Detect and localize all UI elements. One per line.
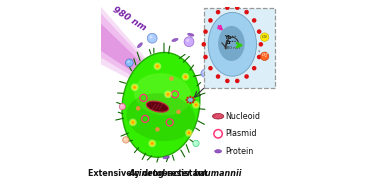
Circle shape xyxy=(260,33,269,41)
Circle shape xyxy=(192,101,194,103)
Ellipse shape xyxy=(172,38,178,42)
Ellipse shape xyxy=(212,113,224,119)
Circle shape xyxy=(124,138,126,140)
Ellipse shape xyxy=(137,43,143,48)
Ellipse shape xyxy=(163,156,169,159)
Ellipse shape xyxy=(208,12,256,76)
Circle shape xyxy=(194,142,196,144)
Circle shape xyxy=(187,97,189,99)
FancyBboxPatch shape xyxy=(204,8,275,88)
Circle shape xyxy=(244,74,249,79)
Circle shape xyxy=(155,127,160,132)
Circle shape xyxy=(252,18,256,23)
Circle shape xyxy=(184,76,187,78)
Circle shape xyxy=(132,121,134,124)
Circle shape xyxy=(166,92,170,97)
Circle shape xyxy=(131,84,138,91)
Circle shape xyxy=(148,140,156,147)
Circle shape xyxy=(259,42,263,47)
Text: $O_2^-$: $O_2^-$ xyxy=(260,52,269,60)
Circle shape xyxy=(155,64,160,69)
Circle shape xyxy=(192,97,194,99)
Circle shape xyxy=(192,101,200,109)
Ellipse shape xyxy=(134,73,192,116)
Ellipse shape xyxy=(126,93,195,141)
Circle shape xyxy=(125,59,133,67)
Circle shape xyxy=(121,105,123,107)
Circle shape xyxy=(257,29,262,34)
Circle shape xyxy=(183,74,188,79)
Circle shape xyxy=(169,76,174,81)
Circle shape xyxy=(167,93,169,96)
Text: Nucleoid: Nucleoid xyxy=(225,112,260,121)
Circle shape xyxy=(203,55,208,59)
Ellipse shape xyxy=(215,150,222,153)
Circle shape xyxy=(203,71,205,74)
Circle shape xyxy=(260,52,269,60)
Circle shape xyxy=(127,60,130,63)
Polygon shape xyxy=(98,21,192,112)
Polygon shape xyxy=(98,10,192,112)
Text: Plasmid: Plasmid xyxy=(225,129,257,138)
Circle shape xyxy=(184,37,194,47)
Text: 980 nm: 980 nm xyxy=(111,5,148,32)
Circle shape xyxy=(187,101,189,103)
Circle shape xyxy=(216,10,220,14)
Circle shape xyxy=(257,55,262,59)
Text: 980 nm: 980 nm xyxy=(225,46,240,50)
Text: Acinetobacter baumannii: Acinetobacter baumannii xyxy=(129,169,242,178)
Circle shape xyxy=(147,33,157,43)
Ellipse shape xyxy=(187,33,194,36)
Circle shape xyxy=(182,73,189,81)
Circle shape xyxy=(188,132,190,134)
Text: Er³⁺: Er³⁺ xyxy=(226,40,237,45)
Circle shape xyxy=(201,69,209,77)
Circle shape xyxy=(189,102,191,104)
Circle shape xyxy=(123,137,129,143)
Ellipse shape xyxy=(122,52,200,157)
Ellipse shape xyxy=(218,26,245,61)
Circle shape xyxy=(186,99,187,101)
Ellipse shape xyxy=(188,98,193,102)
Circle shape xyxy=(133,86,136,88)
Circle shape xyxy=(225,79,230,83)
Circle shape xyxy=(252,66,256,70)
Circle shape xyxy=(235,79,240,83)
Circle shape xyxy=(187,130,191,135)
Circle shape xyxy=(189,96,191,98)
Circle shape xyxy=(186,39,189,42)
Circle shape xyxy=(208,66,213,70)
Text: $O_2$: $O_2$ xyxy=(261,33,268,41)
Text: Protein: Protein xyxy=(225,147,253,156)
Circle shape xyxy=(208,18,213,23)
Circle shape xyxy=(132,85,137,90)
Circle shape xyxy=(185,129,193,137)
Circle shape xyxy=(244,10,249,14)
Circle shape xyxy=(164,90,172,98)
Circle shape xyxy=(193,140,199,147)
Circle shape xyxy=(216,74,220,79)
Circle shape xyxy=(194,102,198,107)
Polygon shape xyxy=(98,3,192,112)
Circle shape xyxy=(156,65,159,68)
Circle shape xyxy=(225,5,230,10)
Circle shape xyxy=(235,5,240,10)
Circle shape xyxy=(193,99,195,101)
Circle shape xyxy=(201,42,206,47)
Circle shape xyxy=(136,106,141,111)
Circle shape xyxy=(151,142,153,145)
Circle shape xyxy=(176,110,181,114)
Circle shape xyxy=(203,29,208,34)
Circle shape xyxy=(130,120,135,125)
Circle shape xyxy=(129,118,137,126)
Circle shape xyxy=(195,104,197,106)
Text: Extensively drug-resistant: Extensively drug-resistant xyxy=(88,169,210,178)
Ellipse shape xyxy=(146,101,169,112)
Circle shape xyxy=(150,141,155,146)
Circle shape xyxy=(149,35,153,39)
Circle shape xyxy=(119,103,125,110)
Circle shape xyxy=(153,62,161,70)
Text: Yb³⁺: Yb³⁺ xyxy=(224,35,237,40)
